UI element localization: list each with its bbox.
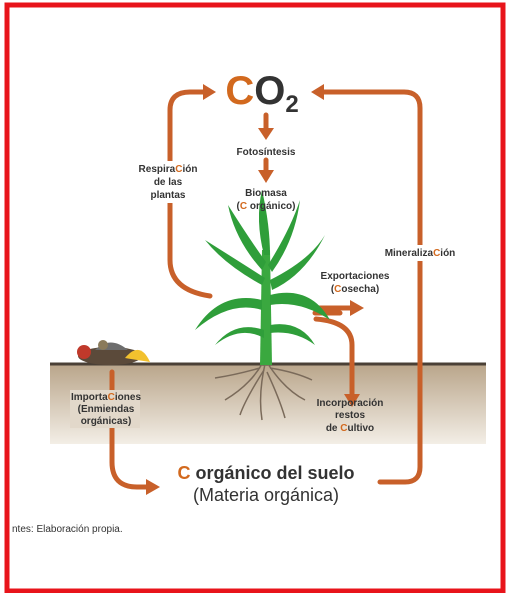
compost-icon [77, 340, 150, 365]
co2: CO2 [225, 69, 298, 118]
text-segment: de [326, 423, 340, 434]
text-segment: C [340, 423, 347, 434]
imports-label: orgánicas) [81, 416, 132, 427]
source-note: ntes: Elaboración propia. [12, 524, 123, 535]
co2-c: C [225, 69, 254, 113]
text-segment: C [240, 201, 247, 212]
text-segment: Respira [139, 164, 176, 175]
text-segment: iones [115, 392, 142, 403]
co2-subscript: 2 [285, 91, 298, 118]
respiration-label: de las [154, 177, 183, 188]
text-segment: C [433, 248, 440, 259]
text-segment: ión [440, 248, 455, 259]
text-segment: Mineraliza [385, 248, 434, 259]
incorporation-label: de Cultivo [326, 423, 374, 434]
respiration-label: plantas [150, 190, 185, 201]
imports-label: ImportaCiones [71, 392, 141, 403]
text-segment: C [108, 392, 115, 403]
biomass-label: Biomasa [245, 188, 287, 199]
text-segment: ión [182, 164, 197, 175]
soil-carbon-label: C orgánico del suelo [177, 463, 354, 483]
co2-o: O [254, 69, 285, 113]
text-segment: C [175, 164, 182, 175]
text-segment: osecha) [341, 284, 379, 295]
text-segment: orgánico del suelo [190, 463, 354, 483]
incorporation-label: Incorporación [317, 398, 384, 409]
incorporation-label: restos [335, 410, 365, 421]
imports-label: (Enmiendas [78, 404, 135, 415]
exports-label: Exportaciones [321, 271, 390, 282]
photosynthesis-label: Fotosíntesis [237, 147, 296, 158]
text-segment: ultivo [348, 423, 375, 434]
biomass-label: (C orgánico) [237, 201, 296, 212]
mineralization-label: MineralizaCión [385, 248, 456, 259]
text-segment: C [177, 463, 190, 483]
diagram: CO2 Fotosíntesis Biomasa (C orgánico) Re… [0, 0, 507, 593]
soil-carbon-label: (Materia orgánica) [193, 485, 339, 505]
text-segment: orgánico) [247, 201, 295, 212]
text-segment: Importa [71, 392, 108, 403]
text-segment: C [334, 284, 341, 295]
exports-label: (Cosecha) [331, 284, 379, 295]
respiration-label: RespiraCión [139, 164, 198, 175]
